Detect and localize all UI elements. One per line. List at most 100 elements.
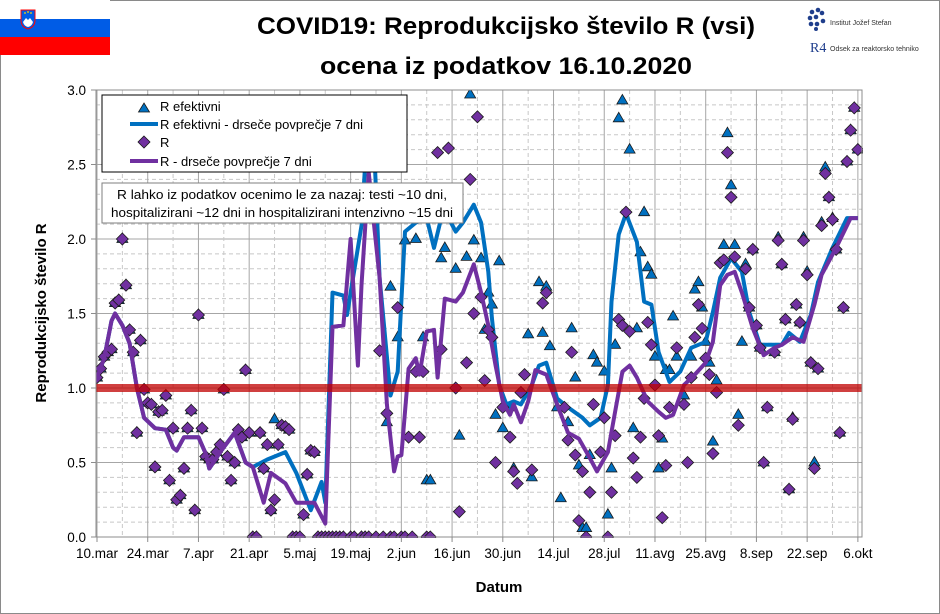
r-efektivni-point bbox=[453, 428, 466, 440]
r-efektivni-point bbox=[424, 473, 437, 485]
r-point bbox=[507, 464, 521, 479]
note-line2: hospitalizirani ~12 dni in hospitalizira… bbox=[111, 206, 453, 220]
r-point bbox=[561, 433, 575, 447]
r-point bbox=[115, 232, 129, 246]
r-point bbox=[804, 356, 818, 370]
r-point bbox=[133, 333, 148, 347]
y-tick-label: 2.0 bbox=[67, 232, 86, 247]
r-efektivni-point bbox=[496, 421, 509, 433]
r-efektivni-point bbox=[467, 233, 481, 245]
r-efektivni-point bbox=[666, 309, 680, 321]
legend: R efektivni R efektivni - drseče povpreč… bbox=[101, 94, 408, 173]
x-tick-label: 7.apr bbox=[183, 546, 214, 561]
ijs-logo: Institut Jožef Stefan bbox=[807, 7, 892, 31]
r-point bbox=[565, 345, 579, 359]
r-efektivni-point bbox=[688, 282, 702, 294]
x-tick-label: 21.apr bbox=[230, 546, 269, 561]
r-point bbox=[633, 430, 648, 444]
r-efektivni-point bbox=[554, 491, 567, 503]
r-point bbox=[460, 356, 474, 370]
r-point bbox=[688, 330, 702, 344]
r-efektivni-point bbox=[623, 142, 636, 154]
r-efektivni-point bbox=[587, 348, 600, 360]
r-point bbox=[181, 421, 195, 435]
r-point bbox=[652, 429, 666, 443]
r-point bbox=[568, 448, 582, 462]
r-point bbox=[807, 461, 821, 476]
r-efektivni-point bbox=[645, 267, 658, 279]
r-point bbox=[391, 300, 405, 315]
r-point bbox=[681, 455, 695, 470]
institute-name: Institut Jožef Stefan bbox=[830, 20, 892, 27]
chart-title-line2: ocena iz podatkov 16.10.2020 bbox=[320, 53, 692, 80]
x-tick-label: 30.jun bbox=[484, 546, 521, 561]
x-tick-label: 2.jun bbox=[387, 546, 416, 561]
r-point bbox=[789, 297, 803, 312]
r-point bbox=[441, 141, 456, 155]
r-7day-average-line bbox=[96, 169, 858, 526]
r-point bbox=[307, 445, 321, 459]
r-point bbox=[836, 300, 850, 315]
r-point bbox=[615, 318, 629, 332]
legend-label-r-efektivni: R efektivni bbox=[160, 99, 221, 114]
r-point bbox=[300, 467, 314, 481]
r-efektivni-point bbox=[590, 355, 604, 367]
x-tick-label: 28.jul bbox=[588, 546, 620, 561]
r-point bbox=[155, 403, 169, 417]
r-point bbox=[778, 312, 792, 327]
r-efektivni-point bbox=[435, 251, 448, 263]
r-point bbox=[463, 172, 477, 186]
r-point bbox=[166, 421, 180, 435]
r-efektivni-point bbox=[438, 241, 452, 252]
r-efektivni-point bbox=[474, 251, 488, 263]
r-point bbox=[503, 430, 517, 444]
plot-area-border bbox=[95, 89, 863, 538]
x-tick-label: 19.maj bbox=[330, 546, 371, 561]
r-point bbox=[267, 493, 282, 507]
r-point bbox=[228, 455, 242, 470]
r4-logo-mark: R4 bbox=[810, 41, 826, 56]
r-point bbox=[271, 438, 285, 452]
r-point bbox=[249, 530, 263, 538]
r-point bbox=[728, 250, 742, 264]
r-point bbox=[572, 514, 586, 528]
r-point bbox=[594, 445, 608, 459]
r-point bbox=[793, 315, 807, 330]
x-tick-label: 16.jun bbox=[434, 546, 471, 561]
r-point bbox=[847, 101, 861, 115]
r-point bbox=[811, 362, 825, 376]
r-point bbox=[630, 470, 644, 484]
r-point bbox=[586, 397, 600, 411]
r-point bbox=[452, 505, 466, 519]
r-point bbox=[800, 268, 814, 282]
x-tick-label: 5.maj bbox=[283, 546, 316, 561]
r-point bbox=[604, 485, 619, 499]
r-point bbox=[130, 426, 144, 440]
r-efektivni-point bbox=[732, 408, 745, 419]
r-efektivni-point bbox=[735, 335, 749, 346]
r-point bbox=[224, 473, 238, 487]
r-point bbox=[253, 426, 267, 440]
r-efektivni-point bbox=[616, 93, 629, 105]
r-point bbox=[717, 253, 731, 267]
r-point bbox=[260, 438, 274, 452]
r-efektivni-point bbox=[449, 262, 462, 273]
r-efektivni-point bbox=[532, 275, 546, 287]
r-point bbox=[195, 421, 209, 435]
r-point bbox=[670, 341, 684, 355]
x-tick-label: 6.okt bbox=[843, 546, 873, 561]
r-point bbox=[517, 368, 532, 382]
r-point bbox=[282, 423, 296, 437]
legend-diamond-icon bbox=[137, 135, 151, 149]
r-efektivni-point bbox=[536, 326, 549, 337]
r-point bbox=[159, 388, 173, 403]
r-point bbox=[695, 321, 709, 335]
r-point bbox=[296, 508, 311, 522]
y-tick-label: 1.5 bbox=[67, 307, 86, 322]
r-point bbox=[188, 503, 202, 517]
r-point bbox=[405, 530, 419, 538]
r-efektivni-point bbox=[463, 90, 477, 99]
r-point bbox=[746, 242, 760, 256]
slovenia-flag-icon bbox=[0, 0, 110, 55]
